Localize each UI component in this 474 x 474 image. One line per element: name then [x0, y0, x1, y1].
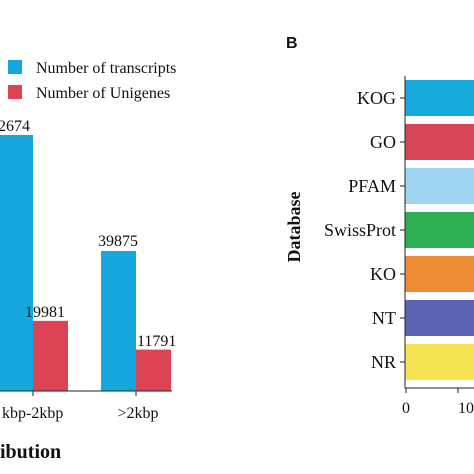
- y-tick-label: NT: [372, 308, 396, 328]
- x-tick-label: >2kbp: [117, 405, 158, 422]
- x-tick-labels-b: 0 100: [402, 388, 474, 417]
- legend-label: Number of Unigenes: [36, 85, 170, 102]
- x-tick-label: 100: [458, 400, 474, 417]
- y-tick-label: PFAM: [348, 176, 396, 196]
- bars-a: [0, 135, 171, 391]
- x-tick-label: kbp-2kbp: [2, 405, 63, 422]
- y-tick-label: KO: [370, 264, 396, 284]
- y-tick-label: KOG: [357, 88, 396, 108]
- bar: [405, 80, 474, 116]
- legend-swatch: [8, 60, 22, 74]
- bars-b: [405, 80, 474, 380]
- x-tick-label: 0: [402, 400, 410, 417]
- data-label: 11791: [137, 333, 176, 350]
- x-tick-labels-a: kbp-2kbp >2kbp: [2, 391, 159, 422]
- y-tick-label: NR: [371, 352, 396, 372]
- bar: [136, 349, 171, 391]
- data-labels-a: 2674 39875 19981 11791: [0, 118, 176, 350]
- data-label: 2674: [0, 118, 30, 135]
- bar: [405, 344, 474, 380]
- bar: [0, 135, 33, 391]
- legend: Number of transcripts Number of Unigenes: [8, 60, 176, 102]
- legend-label: Number of transcripts: [36, 60, 176, 77]
- bar: [405, 256, 474, 292]
- bar: [101, 251, 136, 391]
- y-tick-labels-b: KOG GO PFAM SwissProt KO NT NR: [324, 88, 405, 372]
- bar: [405, 212, 474, 248]
- bar: [405, 168, 474, 204]
- data-label: 19981: [25, 304, 65, 321]
- y-tick-label: SwissProt: [324, 220, 396, 240]
- y-axis-title: Database: [284, 191, 304, 262]
- panel-b: B Database KOG GO PFAM SwissProt KO NT NR 0 100: [284, 35, 474, 417]
- panel-label: B: [286, 35, 298, 52]
- x-axis-title: ibution: [0, 441, 61, 463]
- legend-swatch: [8, 85, 22, 99]
- bar: [33, 320, 68, 391]
- y-tick-label: GO: [370, 132, 396, 152]
- bar: [405, 300, 474, 336]
- data-label: 39875: [98, 233, 138, 250]
- bar: [405, 124, 474, 160]
